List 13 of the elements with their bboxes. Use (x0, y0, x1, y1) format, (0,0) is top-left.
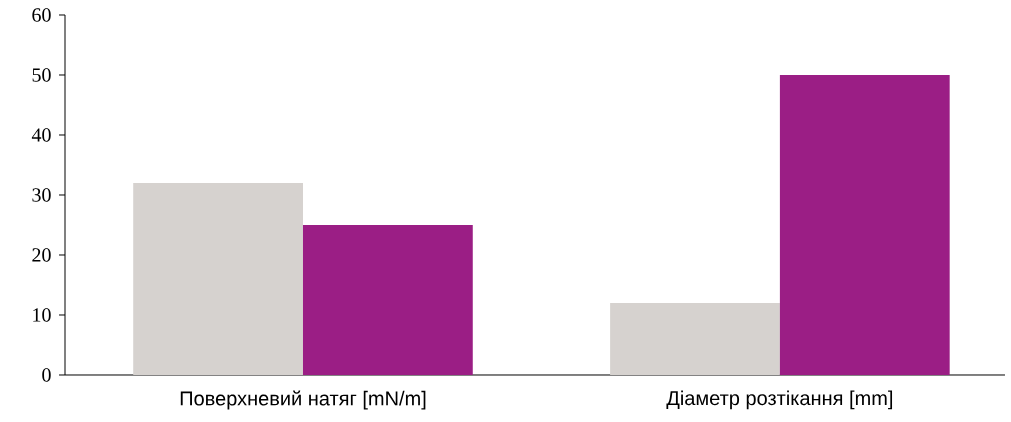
y-tick-label: 30 (32, 188, 51, 202)
y-tick-label: 60 (32, 8, 51, 22)
x-tick-label: Діаметр розтікання [mm] (666, 390, 893, 410)
bar (133, 182, 303, 375)
bar (610, 302, 780, 375)
bar (779, 75, 950, 375)
bar (302, 224, 473, 375)
y-tick-label: 50 (32, 68, 51, 82)
y-tick-label: 40 (31, 128, 51, 142)
x-tick-label: Поверхневий натяг [mN/m] (180, 390, 426, 410)
y-tick-label: 20 (32, 248, 51, 262)
y-tick-label: 0 (42, 368, 51, 382)
y-tick-label: 10 (33, 308, 51, 322)
